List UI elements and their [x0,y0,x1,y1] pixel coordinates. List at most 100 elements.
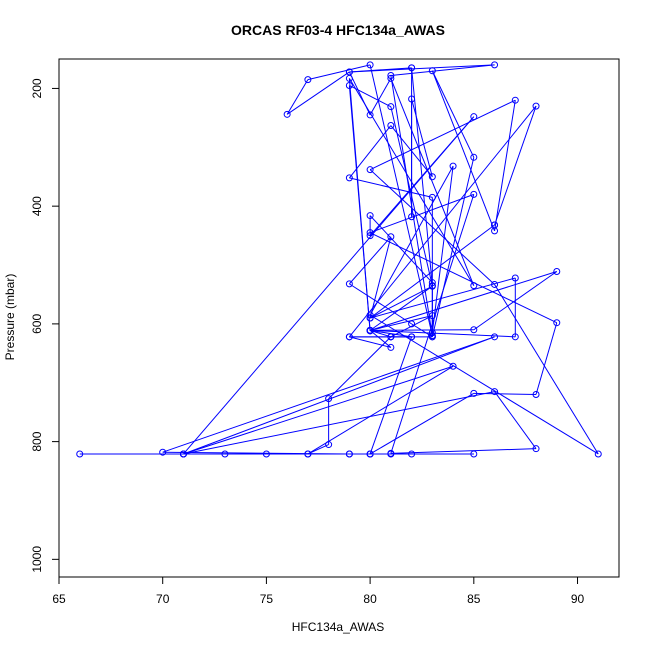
x-tick-label: 80 [363,592,377,606]
data-point [366,314,374,322]
data-point [408,213,416,221]
data-point [428,332,436,340]
data-point [428,67,436,75]
y-tick-label: 600 [30,314,44,334]
x-tick-label: 65 [52,592,66,606]
series-line-segment [183,336,495,455]
series-line-segment [535,322,558,395]
y-axis: 200 400 600 800 1000 [30,78,60,573]
series-line-segment [390,78,475,286]
data-point [428,279,436,287]
data-point [366,232,374,240]
chart-title: ORCAS RF03-4 HFC134a_AWAS [231,22,445,38]
data-point [387,122,395,130]
y-axis-label: Pressure (mbar) [3,274,17,361]
data-point [470,282,478,290]
data-point [532,391,540,399]
x-axis-label: HFC134a_AWAS [292,620,384,634]
x-tick-label: 90 [571,592,585,606]
series-line-segment [369,64,433,336]
series-line-segment [307,64,371,81]
series-line-segment [369,271,557,331]
series-line-segment [390,448,537,454]
series-line-segment [390,315,433,338]
data-point [387,343,395,351]
data-point [76,450,84,458]
series-line-segment [348,236,392,285]
data-point [345,450,353,458]
data-point [262,450,270,458]
x-tick-label: 75 [260,592,274,606]
data-point [366,212,374,220]
series-line-segment [369,336,413,455]
data-point [449,162,457,170]
data-point [179,450,187,458]
data-point [345,333,353,341]
data-point [345,68,353,76]
data-point [491,280,499,288]
data-point [511,96,519,104]
data-point [366,111,374,119]
series-line-segment [348,105,537,338]
data-point [387,103,395,111]
data-point [408,95,416,103]
data-point [325,395,333,403]
data-point [366,229,374,237]
series-line-segment [307,365,454,455]
series-line-segment [369,315,433,331]
data-point [304,450,312,458]
data-point [532,102,540,110]
series-line-segment [348,78,371,331]
data-point [387,74,395,82]
series-line-segment [349,283,412,325]
data-point [366,327,374,335]
x-axis: 65 70 75 80 85 90 [52,576,585,606]
series-line-segment [183,365,454,455]
series-line-segment [369,329,392,348]
data-point [408,320,416,328]
data-point [428,173,436,181]
series-line-segment [369,236,392,319]
data-point [491,388,499,396]
series-line-segment [286,71,350,115]
data-point [366,166,374,174]
series-line-segment [494,284,599,455]
data-point [428,282,436,290]
data-point [408,450,416,458]
data-point [470,113,478,121]
series-line-segment [162,451,350,455]
data-point [511,333,519,341]
x-tick-label: 85 [467,592,481,606]
data-point [304,76,312,84]
series-line-segment [494,391,537,449]
series-line-segment [348,71,371,116]
series-line-segment [183,391,495,455]
series-line-segment [370,329,516,338]
series-line-segment [307,444,329,455]
series-line-segment [349,336,391,348]
series-line-segment [162,336,495,453]
data-point [470,153,478,161]
series-line-segment [369,99,516,171]
series-line-segment [494,100,516,231]
data-point [428,329,436,337]
y-tick-label: 200 [30,78,44,98]
series-line-segment [369,165,454,316]
data-point [366,61,374,69]
series-line-segment [369,232,557,324]
data-point [428,193,436,201]
data-point [594,450,602,458]
data-point [345,174,353,182]
series-line-segment [494,105,537,226]
series-line-segment [369,314,599,455]
data-point [221,450,229,458]
data-point [387,333,395,341]
data-point [511,274,519,282]
data-point [449,362,457,370]
series-line-segment [390,75,433,336]
series-line-segment [369,392,475,455]
data-point [491,61,499,69]
series-line-segment [390,106,433,286]
data-point [491,333,499,341]
